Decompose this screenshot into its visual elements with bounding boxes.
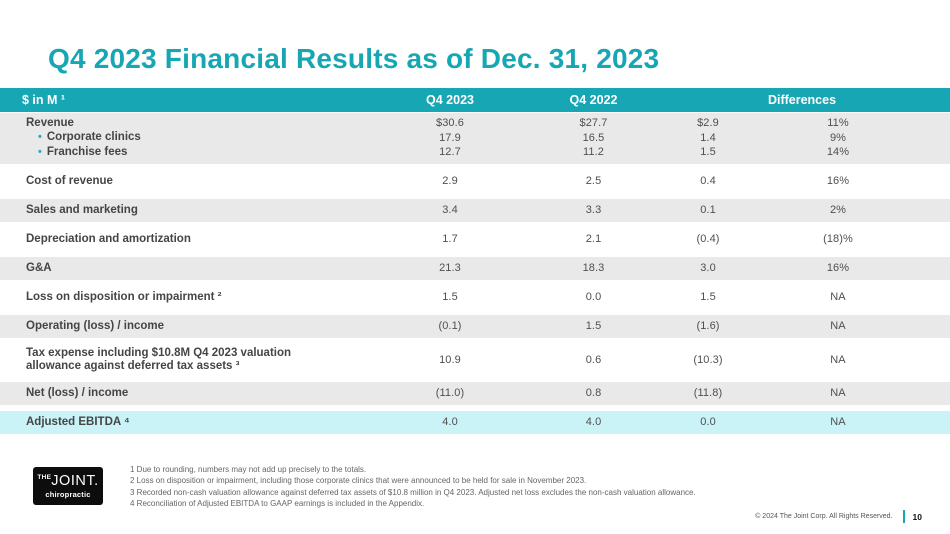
row-label-text: Corporate clinics: [46, 131, 141, 144]
table-row-franchise-fees: • Franchise fees 12.7 11.2 1.5 14%: [0, 145, 950, 160]
table-row-revenue: Revenue $30.6 $27.7 $2.9 11%: [0, 116, 950, 131]
cell-diff: 3.0: [700, 262, 716, 275]
cell-q4-2023: $30.6: [435, 117, 465, 130]
row-label: Cost of revenue: [26, 174, 113, 187]
column-header-q4-2023: Q4 2023: [426, 93, 474, 107]
cell-diff-pct: NA: [830, 416, 846, 429]
cell-diff: (0.4): [696, 233, 720, 246]
table-row-cost-of-revenue: Cost of revenue 2.9 2.5 0.4 16%: [0, 169, 950, 193]
cell-q4-2023: 1.5: [442, 291, 458, 304]
table-row-adjusted-ebitda: Adjusted EBITDA ⁴ 4.0 4.0 0.0 NA: [0, 410, 950, 434]
cell-q4-2022: 18.3: [582, 262, 605, 275]
table-row-corporate-clinics: • Corporate clinics 17.9 16.5 1.4 9%: [0, 131, 950, 146]
cell-diff-pct: 16%: [826, 175, 850, 188]
financial-table: Revenue $30.6 $27.7 $2.9 11% • Corporate …: [0, 113, 950, 440]
cell-diff-pct: NA: [830, 353, 846, 366]
cell-q4-2022: 11.2: [583, 146, 604, 159]
cell-diff: (11.8): [693, 387, 723, 400]
cell-q4-2022: 2.5: [585, 175, 602, 188]
cell-q4-2022: 4.0: [585, 416, 602, 429]
logo-joint-text: JOINT.: [51, 473, 99, 489]
footnote-3: 3 Recorded non-cash valuation allowance …: [130, 488, 696, 498]
cell-q4-2023: 12.7: [439, 146, 461, 159]
cell-diff-pct: NA: [830, 387, 846, 400]
cell-diff: 0.4: [700, 175, 716, 188]
cell-diff: 0.1: [700, 204, 716, 217]
column-header-differences: Differences: [767, 93, 837, 107]
copyright-text: © 2024 The Joint Corp. All Rights Reserv…: [755, 513, 893, 520]
row-label: • Corporate clinics: [0, 131, 385, 144]
table-row-depreciation-amortization: Depreciation and amortization 1.7 2.1 (0…: [0, 227, 950, 251]
footer-right: © 2024 The Joint Corp. All Rights Reserv…: [755, 509, 922, 524]
page-number: 10: [912, 511, 922, 522]
cell-diff-pct: NA: [830, 291, 846, 304]
cell-q4-2023: 1.7: [442, 233, 458, 246]
bullet-icon: •: [38, 145, 42, 158]
table-row-sales-and-marketing: Sales and marketing 3.4 3.3 0.1 2%: [0, 198, 950, 222]
cell-q4-2023: 2.9: [442, 175, 458, 188]
table-row-tax-expense: Tax expense including $10.8M Q4 2023 val…: [0, 343, 950, 376]
cell-diff: 1.5: [700, 146, 716, 159]
cell-diff-pct: 2%: [829, 204, 847, 217]
cell-q4-2022: 3.3: [585, 204, 602, 217]
row-label: Revenue: [26, 116, 74, 129]
cell-q4-2022: 0.6: [585, 353, 602, 366]
cell-q4-2022: $27.7: [579, 117, 608, 130]
logo-tagline: chiropractic: [45, 489, 91, 499]
logo-the-text: THE: [37, 474, 52, 481]
footnote-1: 1 Due to rounding, numbers may not add u…: [130, 465, 367, 474]
table-row-revenue-group: Revenue $30.6 $27.7 $2.9 11% • Corporate …: [0, 113, 950, 164]
logo-wordmark: THE JOINT.: [37, 474, 98, 489]
cell-diff: 1.4: [700, 131, 716, 144]
cell-q4-2022: 16.5: [582, 131, 605, 144]
table-header-row: $ in M ¹ Q4 2023 Q4 2022 Differences: [0, 88, 950, 112]
cell-q4-2023: (0.1): [438, 320, 462, 333]
cell-q4-2023: 17.9: [439, 131, 461, 144]
cell-q4-2022: 0.8: [585, 387, 602, 400]
page-title: Q4 2023 Financial Results as of Dec. 31,…: [48, 43, 660, 74]
cell-q4-2023: 21.3: [439, 262, 461, 275]
footer-divider: [902, 510, 905, 523]
table-row-ga: G&A 21.3 18.3 3.0 16%: [0, 256, 950, 280]
column-header-units: $ in M ¹: [22, 93, 66, 107]
row-label: Operating (loss) / income: [26, 319, 165, 332]
row-label: Net (loss) / income: [26, 386, 129, 399]
cell-q4-2023: 3.4: [442, 204, 458, 217]
table-row-net-loss-income: Net (loss) / income (11.0) 0.8 (11.8) NA: [0, 381, 950, 405]
cell-q4-2023: 10.9: [439, 353, 461, 366]
cell-q4-2023: 4.0: [442, 416, 458, 429]
cell-diff: 0.0: [700, 416, 716, 429]
row-label: Depreciation and amortization: [26, 232, 191, 245]
bullet-icon: •: [38, 131, 42, 144]
cell-q4-2022: 0.0: [585, 291, 602, 304]
column-header-q4-2022: Q4 2022: [569, 93, 618, 107]
row-label: Sales and marketing: [26, 203, 138, 216]
row-label: Loss on disposition or impairment ²: [26, 290, 222, 303]
cell-q4-2022: 2.1: [585, 233, 602, 246]
cell-diff-pct: 9%: [829, 131, 847, 144]
cell-q4-2023: (11.0): [435, 387, 465, 400]
cell-diff: (10.3): [693, 353, 723, 366]
cell-diff-pct: 14%: [826, 146, 850, 159]
company-logo: THE JOINT. chiropractic: [33, 467, 103, 505]
row-label: Adjusted EBITDA ⁴: [26, 415, 130, 428]
cell-diff: (1.6): [696, 320, 720, 333]
cell-diff-pct: 11%: [827, 117, 849, 130]
footnotes: 1 Due to rounding, numbers may not add u…: [130, 465, 870, 509]
cell-diff-pct: (18)%: [823, 233, 853, 246]
row-label: Tax expense including $10.8M Q4 2023 val…: [26, 346, 292, 372]
cell-diff: 1.5: [700, 291, 716, 304]
cell-diff-pct: NA: [830, 320, 846, 333]
cell-diff: $2.9: [697, 117, 719, 130]
cell-diff-pct: 16%: [826, 262, 850, 275]
table-row-operating-loss-income: Operating (loss) / income (0.1) 1.5 (1.6…: [0, 314, 950, 338]
cell-q4-2022: 1.5: [585, 320, 602, 333]
row-label-text: Franchise fees: [46, 145, 128, 158]
footnote-2: 2 Loss on disposition or impairment, inc…: [130, 475, 587, 485]
row-label: • Franchise fees: [0, 146, 385, 159]
row-label: G&A: [26, 261, 52, 274]
table-row-loss-on-disposition: Loss on disposition or impairment ² 1.5 …: [0, 285, 950, 309]
footnote-4: 4 Reconciliation of Adjusted EBITDA to G…: [130, 498, 425, 508]
